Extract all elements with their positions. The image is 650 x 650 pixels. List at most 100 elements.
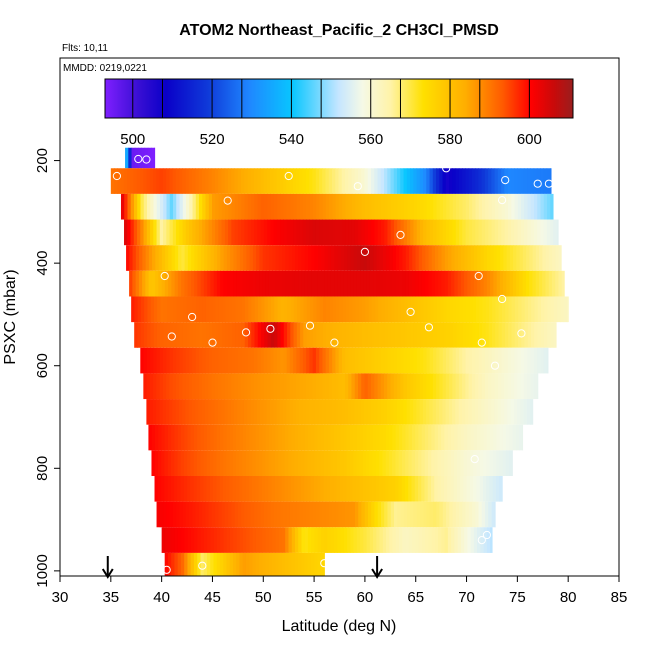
- heatmap-cell: [465, 193, 470, 220]
- heatmap-cell: [206, 450, 211, 476]
- heatmap-cell: [300, 296, 305, 323]
- heatmap-cell: [244, 322, 249, 348]
- heatmap-cell: [299, 373, 304, 400]
- heatmap-cell: [149, 168, 154, 194]
- heatmap-cell: [458, 373, 463, 400]
- heatmap-cell: [427, 450, 432, 476]
- heatmap-cell: [382, 424, 387, 451]
- heatmap-cell: [294, 424, 299, 451]
- heatmap-cell: [254, 501, 258, 528]
- heatmap-cell: [335, 501, 340, 528]
- heatmap-cell: [404, 475, 409, 502]
- heatmap-cell: [198, 219, 203, 246]
- heatmap-cell: [390, 193, 395, 220]
- heatmap-cell: [475, 193, 480, 220]
- heatmap-cell: [214, 168, 219, 194]
- heatmap-cell: [463, 424, 468, 451]
- heatmap-cell: [543, 168, 548, 194]
- heatmap-cell: [330, 475, 334, 502]
- heatmap-cell: [216, 552, 221, 576]
- heatmap-cell: [212, 193, 216, 220]
- heatmap-cell: [428, 270, 433, 297]
- heatmap-cell: [293, 347, 297, 374]
- heatmap-cell: [420, 219, 424, 246]
- heatmap-cell: [189, 347, 193, 374]
- heatmap-cell: [432, 399, 437, 425]
- heatmap-cell: [303, 193, 307, 220]
- heatmap-cell: [461, 245, 465, 271]
- heatmap-cell: [296, 399, 300, 425]
- heatmap-cell: [362, 450, 367, 476]
- heatmap-cell: [374, 501, 379, 528]
- heatmap-cell: [478, 168, 483, 194]
- heatmap-cell: [396, 245, 400, 271]
- heatmap-cell: [202, 322, 207, 348]
- heatmap-cell: [298, 245, 303, 271]
- heatmap-cell: [236, 424, 241, 451]
- heatmap-cell: [414, 450, 419, 476]
- heatmap-cell: [431, 270, 436, 297]
- heatmap-cell: [292, 373, 297, 400]
- heatmap-cell: [317, 552, 322, 576]
- heatmap-cell: [233, 527, 238, 553]
- heatmap-cell: [367, 501, 372, 528]
- heatmap-cell: [196, 296, 201, 323]
- heatmap-cell: [319, 347, 324, 374]
- heatmap-cell: [367, 168, 372, 194]
- heatmap-cell: [335, 322, 340, 348]
- heatmap-cell: [260, 168, 265, 194]
- heatmap-cell: [530, 399, 534, 425]
- heatmap-cell: [176, 347, 180, 374]
- heatmap-cell: [174, 424, 179, 451]
- x-tick-label: 55: [306, 589, 323, 606]
- heatmap-cell: [491, 193, 496, 220]
- heatmap-cell: [215, 501, 219, 528]
- heatmap-cell: [387, 168, 392, 194]
- heatmap-cell: [214, 373, 219, 400]
- heatmap-cell: [410, 193, 415, 220]
- heatmap-cell: [473, 424, 478, 451]
- heatmap-cell: [336, 450, 341, 476]
- heatmap-cell: [183, 475, 188, 502]
- heatmap-cell: [377, 219, 382, 246]
- heatmap-cell: [493, 245, 498, 271]
- heatmap-cell: [276, 168, 281, 194]
- heatmap-cell: [537, 322, 542, 348]
- heatmap-cell: [349, 296, 353, 323]
- heatmap-cell: [255, 424, 260, 451]
- heatmap-cell: [374, 347, 379, 374]
- heatmap-cell: [327, 527, 332, 553]
- heatmap-cell: [150, 322, 155, 348]
- heatmap-cell: [391, 296, 396, 323]
- heatmap-cell: [205, 322, 210, 348]
- heatmap-cell: [378, 296, 383, 323]
- heatmap-cell: [180, 424, 185, 451]
- heatmap-cell: [211, 347, 216, 374]
- heatmap-cell: [325, 347, 330, 374]
- heatmap-cell: [330, 270, 335, 297]
- heatmap-cell: [213, 527, 218, 553]
- heatmap-cell: [498, 347, 502, 374]
- heatmap-cell: [358, 322, 363, 348]
- heatmap-cell: [373, 527, 377, 553]
- heatmap-cell: [298, 527, 303, 553]
- heatmap-cell: [270, 322, 275, 348]
- heatmap-cell: [393, 168, 398, 194]
- heatmap-cell: [496, 475, 500, 502]
- heatmap-cell: [502, 424, 507, 451]
- heatmap-cell: [202, 296, 207, 323]
- heatmap-cell: [156, 322, 161, 348]
- heatmap-cell: [150, 219, 154, 246]
- heatmap-cell: [270, 373, 275, 400]
- heatmap-cell: [169, 322, 174, 348]
- heatmap-cell: [377, 399, 382, 425]
- heatmap-cell: [278, 424, 283, 451]
- heatmap-cell: [319, 501, 324, 528]
- heatmap-cell: [249, 450, 253, 476]
- heatmap-cell: [281, 475, 286, 502]
- heatmap-cell: [264, 322, 269, 348]
- heatmap-cell: [376, 424, 380, 451]
- heatmap-cell: [174, 245, 179, 271]
- heatmap-cell: [274, 475, 279, 502]
- heatmap-cell: [474, 399, 479, 425]
